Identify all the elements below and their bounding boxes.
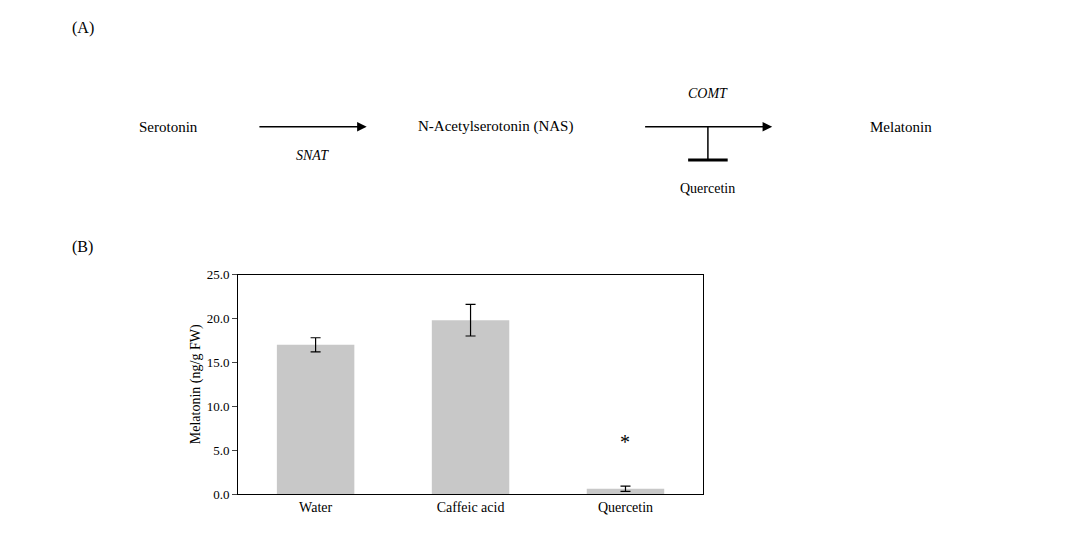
svg-text:Melatonin (ng/g FW): Melatonin (ng/g FW) [188,324,204,444]
svg-text:(B): (B) [72,238,93,256]
svg-text:N-Acetylserotonin (NAS): N-Acetylserotonin (NAS) [418,118,573,135]
svg-text:10.0: 10.0 [207,399,230,414]
svg-text:5.0: 5.0 [213,443,229,458]
svg-text:Caffeic acid: Caffeic acid [437,500,505,515]
svg-text:COMT: COMT [688,86,728,101]
svg-text:20.0: 20.0 [207,311,230,326]
svg-text:Quercetin: Quercetin [680,181,735,196]
svg-text:15.0: 15.0 [207,355,230,370]
svg-text:Melatonin: Melatonin [870,119,932,135]
svg-text:Serotonin: Serotonin [139,119,198,135]
svg-text:Quercetin: Quercetin [598,500,653,515]
svg-text:*: * [620,431,630,453]
svg-text:25.0: 25.0 [207,267,230,282]
svg-text:Water: Water [299,500,332,515]
svg-text:0.0: 0.0 [213,487,229,502]
svg-text:SNAT: SNAT [296,148,329,163]
svg-text:(A): (A) [72,19,94,37]
